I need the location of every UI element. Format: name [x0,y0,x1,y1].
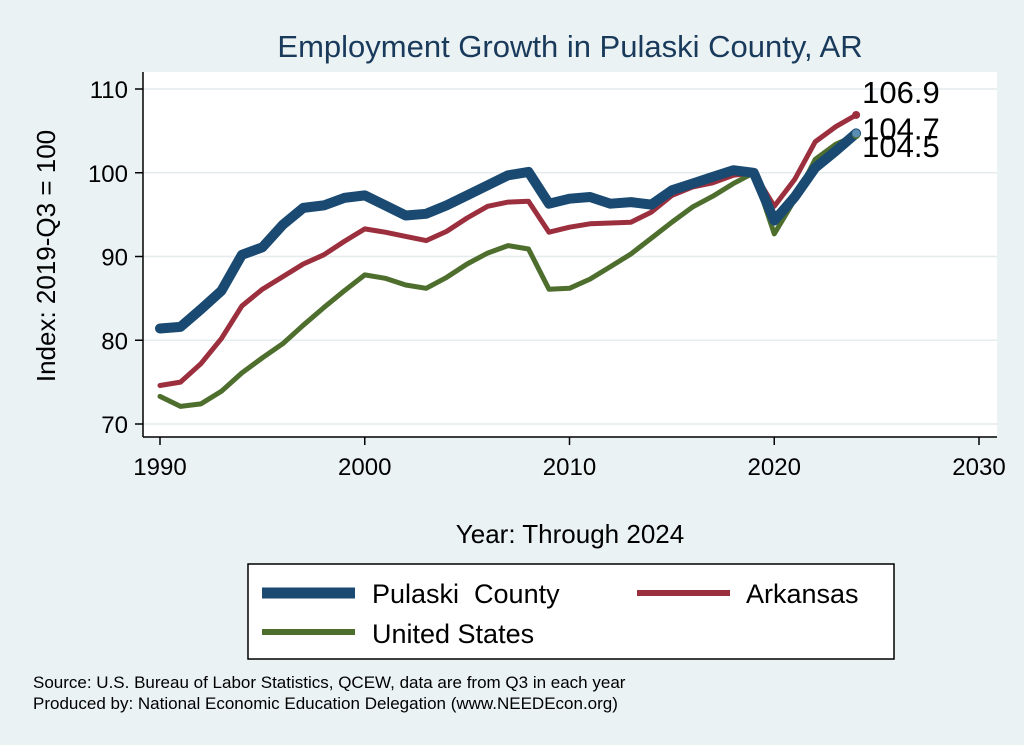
source-note: Source: U.S. Bureau of Labor Statistics,… [33,673,626,692]
legend-label-us: United States [372,619,534,649]
end-label-arkansas: 106.9 [862,75,940,110]
end-marker-arkansas [852,110,861,119]
end-label-pulaski: 104.7 [862,111,940,146]
y-tick-label: 90 [101,245,128,272]
series-lines [155,110,862,409]
end-label-us: 104.5 [862,129,940,164]
series-us-line [157,132,859,409]
legend-label-pulaski: Pulaski County [372,579,560,609]
y-tick-label: 80 [101,328,128,355]
legend-box [247,563,895,660]
y-tick-label: 100 [88,161,128,188]
chart-title: Employment Growth in Pulaski County, AR [277,29,862,64]
x-tick-label: 2030 [952,454,1005,481]
y-axis-title: Index: 2019-Q3 = 100 [31,130,61,382]
legend-label-arkansas: Arkansas [746,579,859,609]
y-tick-label: 110 [90,77,128,104]
x-tick-label: 2010 [543,454,596,481]
x-tick-label: 1990 [133,454,186,481]
producer-note: Produced by: National Economic Education… [33,694,618,713]
legend: Pulaski County Arkansas United States [247,563,895,660]
axes: 70 80 90 100 110 1990 2000 2010 2020 2030 [88,72,1006,481]
x-tick-label: 2020 [748,454,801,481]
x-tick-label: 2000 [338,454,391,481]
series-pulaski-line [155,128,862,334]
y-tick-label: 70 [101,412,128,439]
end-marker-pulaski [852,129,861,138]
x-axis-title: Year: Through 2024 [456,519,684,549]
